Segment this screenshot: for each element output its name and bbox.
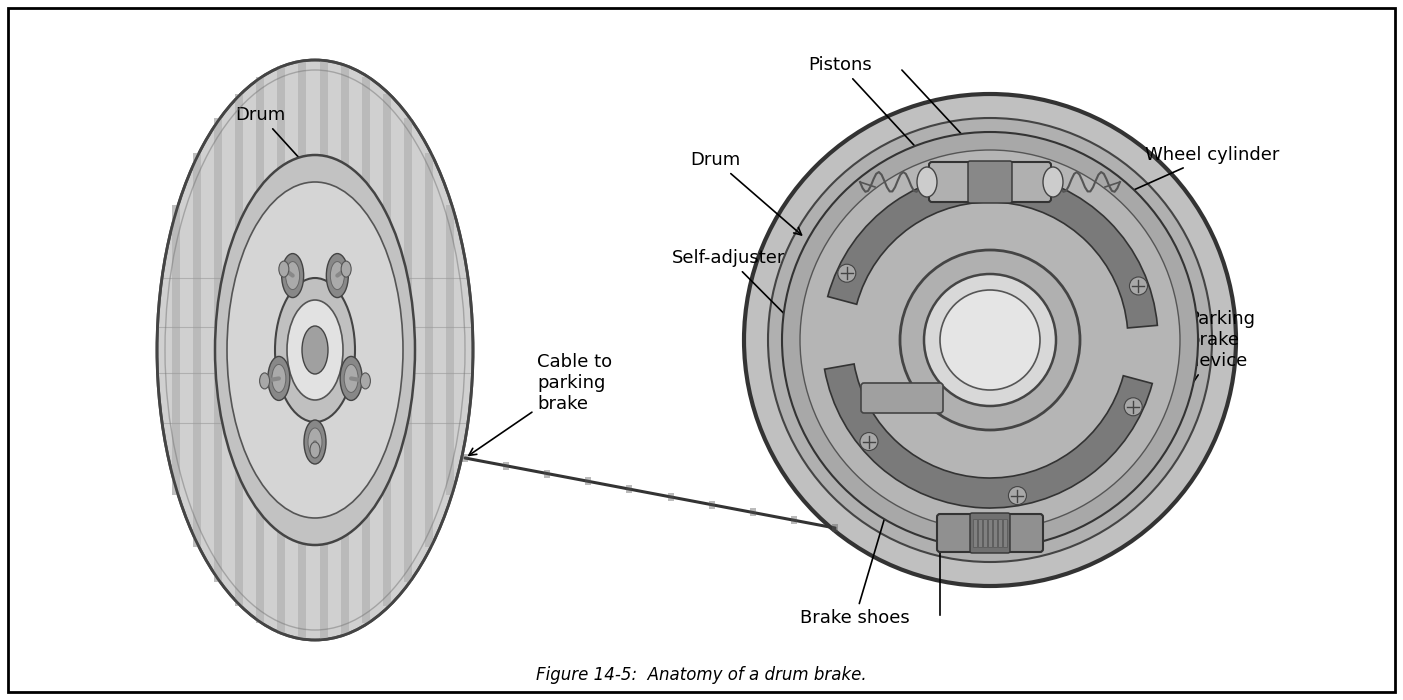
Ellipse shape [304, 420, 325, 464]
Ellipse shape [341, 261, 351, 277]
Ellipse shape [309, 428, 323, 456]
Bar [709, 500, 714, 509]
Ellipse shape [279, 261, 289, 277]
Bar [998, 519, 1002, 547]
Bar [988, 519, 992, 547]
Ellipse shape [800, 150, 1180, 530]
Text: Figure 14-5:  Anatomy of a drum brake.: Figure 14-5: Anatomy of a drum brake. [536, 666, 866, 684]
Bar [383, 94, 390, 606]
Bar [749, 508, 756, 517]
Bar [236, 94, 243, 606]
Ellipse shape [918, 167, 937, 197]
Ellipse shape [157, 60, 473, 640]
Bar [504, 462, 509, 470]
Ellipse shape [327, 253, 348, 298]
Bar [257, 76, 264, 624]
Text: Wheel cylinder: Wheel cylinder [1086, 146, 1280, 211]
Ellipse shape [940, 290, 1040, 390]
Ellipse shape [268, 356, 290, 400]
FancyBboxPatch shape [968, 161, 1012, 203]
Bar [341, 66, 348, 634]
Circle shape [1129, 277, 1148, 295]
Text: Cable to
parking
brake: Cable to parking brake [469, 354, 612, 456]
Text: Self-adjuster: Self-adjuster [672, 249, 867, 397]
FancyBboxPatch shape [929, 162, 1051, 202]
Circle shape [1009, 176, 1027, 193]
Bar [194, 153, 201, 547]
Wedge shape [828, 172, 1157, 328]
FancyBboxPatch shape [969, 513, 1010, 553]
Ellipse shape [260, 373, 269, 389]
Bar [974, 519, 976, 547]
Bar [320, 61, 327, 639]
Ellipse shape [781, 132, 1198, 548]
Bar [984, 519, 986, 547]
Bar [299, 61, 306, 639]
Circle shape [1009, 486, 1027, 505]
Bar [544, 470, 550, 477]
Text: Drum: Drum [234, 106, 340, 202]
Bar [404, 118, 412, 582]
Text: Brake shoes: Brake shoes [800, 505, 911, 627]
Circle shape [1124, 398, 1142, 416]
FancyBboxPatch shape [861, 383, 943, 413]
Ellipse shape [282, 253, 303, 298]
Text: Parking
brake
device: Parking brake device [1121, 310, 1256, 491]
Bar [425, 153, 434, 547]
Ellipse shape [340, 356, 362, 400]
Ellipse shape [767, 118, 1212, 562]
Bar [585, 477, 591, 485]
FancyBboxPatch shape [937, 514, 1042, 552]
Ellipse shape [272, 365, 286, 393]
Bar [627, 485, 633, 493]
Ellipse shape [310, 442, 320, 458]
Bar [668, 493, 673, 501]
Bar [1003, 519, 1007, 547]
Ellipse shape [744, 94, 1236, 586]
Ellipse shape [361, 373, 370, 389]
Bar [978, 519, 982, 547]
Ellipse shape [330, 262, 344, 290]
Circle shape [838, 264, 856, 282]
Bar [446, 205, 455, 495]
Ellipse shape [1042, 167, 1063, 197]
Ellipse shape [286, 262, 300, 290]
Ellipse shape [899, 250, 1080, 430]
Bar [173, 205, 180, 495]
Circle shape [860, 433, 878, 451]
Bar [791, 516, 797, 524]
Bar [993, 519, 998, 547]
Ellipse shape [227, 182, 403, 518]
Ellipse shape [288, 300, 342, 400]
Ellipse shape [275, 278, 355, 422]
Bar [362, 76, 369, 624]
Bar [832, 524, 838, 532]
Text: Pistons: Pistons [808, 56, 957, 192]
Wedge shape [825, 364, 1152, 508]
Bar [462, 454, 469, 462]
Text: Drum: Drum [690, 151, 801, 235]
Ellipse shape [302, 326, 328, 374]
Ellipse shape [925, 274, 1056, 406]
Ellipse shape [344, 365, 358, 393]
Bar [215, 118, 222, 582]
Ellipse shape [215, 155, 415, 545]
Bar [278, 66, 285, 634]
